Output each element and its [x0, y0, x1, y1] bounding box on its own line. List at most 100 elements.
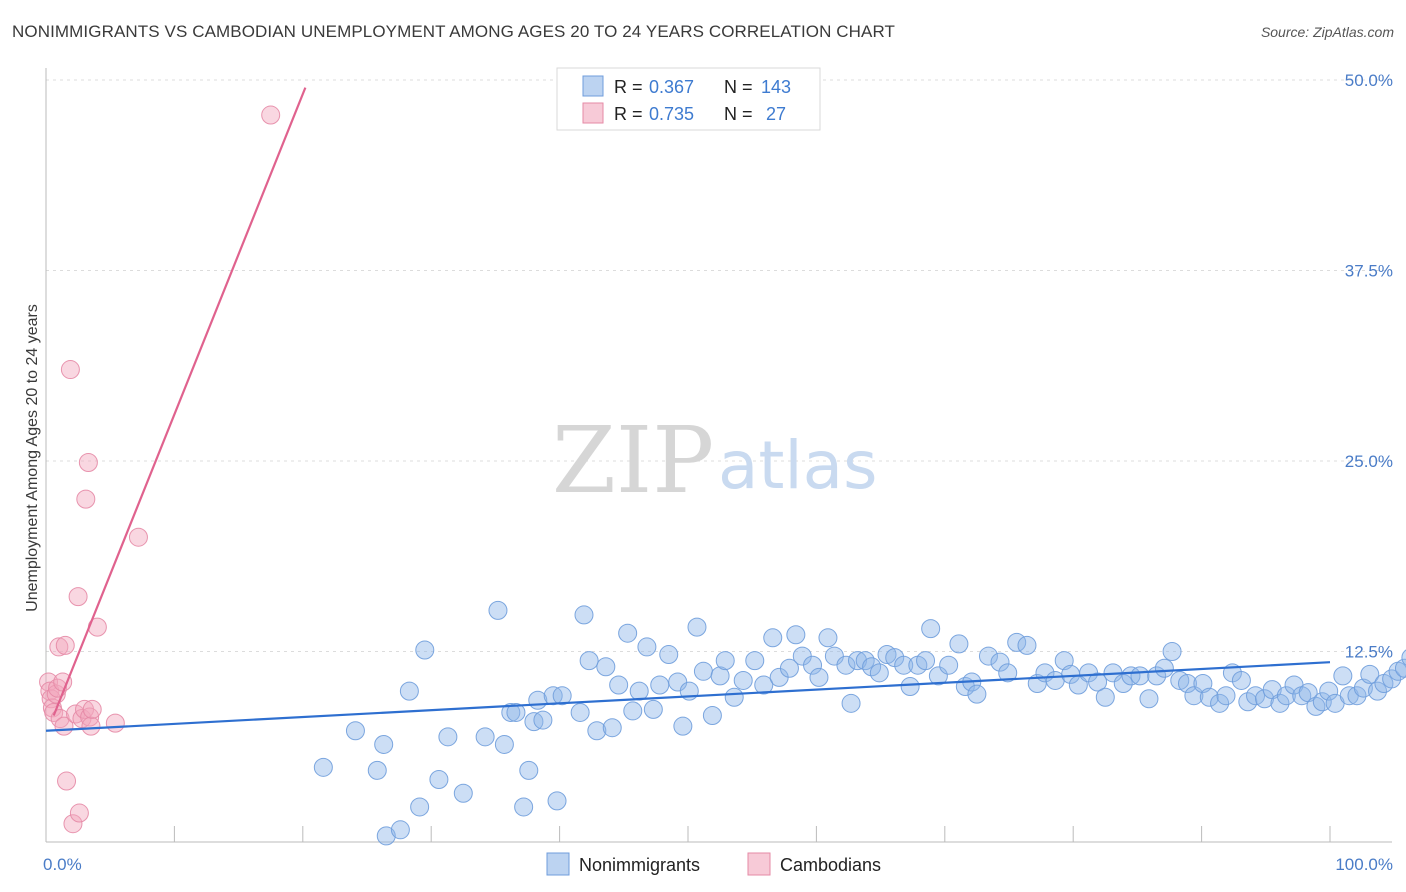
- point-cambodians-24: [82, 699, 102, 719]
- point-nonimmigrants-37: [650, 675, 670, 695]
- x-tick-labels: 0.0% 100.0%: [43, 855, 1393, 874]
- point-nonimmigrants-110: [1238, 692, 1258, 712]
- point-cambodians-21: [78, 453, 98, 473]
- point-nonimmigrants-14: [494, 734, 514, 754]
- y-tick-labels: 12.5% 25.0% 37.5% 50.0%: [1345, 71, 1393, 662]
- point-nonimmigrants-35: [637, 637, 657, 657]
- point-nonimmigrants-32: [618, 623, 638, 643]
- point-nonimmigrants-48: [733, 670, 753, 690]
- point-nonimmigrants-102: [1177, 674, 1197, 694]
- point-nonimmigrants-127: [1360, 664, 1380, 684]
- point-nonimmigrants-38: [659, 645, 679, 665]
- point-nonimmigrants-132: [1394, 658, 1406, 678]
- point-nonimmigrants-79: [978, 646, 998, 666]
- point-nonimmigrants-31: [609, 675, 629, 695]
- point-nonimmigrants-11: [453, 783, 473, 803]
- point-nonimmigrants-57: [809, 667, 829, 687]
- point-nonimmigrants-74: [939, 655, 959, 675]
- point-nonimmigrants-91: [1088, 672, 1108, 692]
- trend-line-cambodians: [52, 87, 307, 716]
- point-nonimmigrants-40: [673, 716, 693, 736]
- legend-swatch-nonimmigrants: [582, 75, 604, 97]
- point-nonimmigrants-82: [1007, 632, 1027, 652]
- point-nonimmigrants-51: [763, 628, 783, 648]
- point-cambodians-20: [76, 489, 96, 509]
- point-cambodians-7: [49, 637, 69, 657]
- point-nonimmigrants-7: [410, 797, 430, 817]
- x-tick-label-1: 100.0%: [1335, 855, 1393, 874]
- point-nonimmigrants-53: [779, 658, 799, 678]
- point-nonimmigrants-94: [1113, 674, 1133, 694]
- trend-line-nonimmigrants: [45, 661, 1331, 732]
- point-nonimmigrants-106: [1210, 693, 1230, 713]
- bottom-legend-swatch-nonimmigrants: [546, 852, 570, 876]
- point-nonimmigrants-54: [786, 625, 806, 645]
- point-nonimmigrants-30: [602, 718, 622, 738]
- bottom-legend-swatch-cambodians: [747, 852, 771, 876]
- point-nonimmigrants-64: [862, 657, 882, 677]
- bottom-legend-label-nonimmigrants: Nonimmigrants: [579, 855, 700, 875]
- point-nonimmigrants-33: [623, 701, 643, 721]
- point-nonimmigrants-60: [836, 655, 856, 675]
- point-nonimmigrants-65: [869, 663, 889, 683]
- bottom-legend-label-cambodians: Cambodians: [780, 855, 881, 875]
- source-label: Source: ZipAtlas.com: [1260, 24, 1394, 40]
- point-nonimmigrants-100: [1162, 642, 1182, 661]
- legend-r-label-nonimmigrants: R =: [614, 77, 643, 97]
- point-nonimmigrants-46: [715, 651, 735, 671]
- point-nonimmigrants-24: [552, 686, 572, 706]
- point-nonimmigrants-80: [990, 652, 1010, 672]
- legend: R = 0.367 N = 143 R = 0.735 N = 27: [556, 67, 821, 131]
- point-nonimmigrants-43: [693, 661, 713, 681]
- point-nonimmigrants-130: [1382, 669, 1402, 689]
- legend-n-value-nonimmigrants: 143: [761, 77, 791, 97]
- point-nonimmigrants-2: [367, 760, 387, 780]
- point-cambodians-26: [105, 713, 125, 733]
- point-cambodians-23: [81, 716, 101, 736]
- legend-n-value-cambodians: 27: [761, 104, 786, 124]
- point-nonimmigrants-92: [1095, 687, 1115, 707]
- y-tick-label-2: 37.5%: [1345, 262, 1393, 281]
- point-cambodians-27: [128, 527, 148, 547]
- point-nonimmigrants-8: [415, 640, 435, 660]
- point-nonimmigrants-16: [506, 702, 526, 722]
- point-nonimmigrants-6: [399, 681, 419, 701]
- point-nonimmigrants-27: [579, 651, 599, 671]
- y-axis-label: Unemployment Among Ages 20 to 24 years: [24, 304, 41, 612]
- point-nonimmigrants-1: [345, 721, 365, 741]
- y-tick-label-1: 25.0%: [1345, 452, 1393, 471]
- point-nonimmigrants-13: [488, 600, 508, 620]
- point-nonimmigrants-101: [1170, 670, 1190, 690]
- x-tick-label-0: 0.0%: [43, 855, 82, 874]
- point-nonimmigrants-107: [1216, 686, 1236, 706]
- point-cambodians-14: [63, 814, 83, 834]
- point-nonimmigrants-62: [847, 651, 867, 671]
- y-tick-label-0: 12.5%: [1345, 643, 1393, 662]
- point-nonimmigrants-61: [841, 693, 861, 713]
- point-nonimmigrants-42: [687, 617, 707, 637]
- point-nonimmigrants-68: [894, 655, 914, 675]
- point-nonimmigrants-96: [1130, 666, 1150, 686]
- legend-r-label-cambodians: R =: [614, 104, 643, 124]
- point-nonimmigrants-69: [900, 677, 920, 697]
- point-nonimmigrants-125: [1347, 686, 1367, 706]
- point-nonimmigrants-66: [877, 645, 897, 665]
- point-nonimmigrants-4: [376, 826, 396, 846]
- point-nonimmigrants-28: [587, 721, 607, 741]
- point-nonimmigrants-123: [1333, 666, 1353, 686]
- point-nonimmigrants-5: [390, 820, 410, 840]
- point-nonimmigrants-49: [745, 651, 765, 671]
- point-nonimmigrants-114: [1270, 693, 1290, 713]
- legend-n-label-nonimmigrants: N =: [724, 77, 753, 97]
- point-nonimmigrants-18: [519, 760, 539, 780]
- point-nonimmigrants-9: [429, 770, 449, 790]
- point-nonimmigrants-73: [928, 666, 948, 686]
- legend-swatch-cambodians: [582, 102, 604, 124]
- trend-lines: [45, 87, 1331, 732]
- point-nonimmigrants-83: [1017, 635, 1037, 655]
- point-nonimmigrants-97: [1139, 689, 1159, 709]
- point-cambodians-16: [68, 587, 88, 607]
- point-nonimmigrants-50: [754, 675, 774, 695]
- y-tick-label-3: 50.0%: [1345, 71, 1393, 90]
- point-nonimmigrants-10: [438, 727, 458, 747]
